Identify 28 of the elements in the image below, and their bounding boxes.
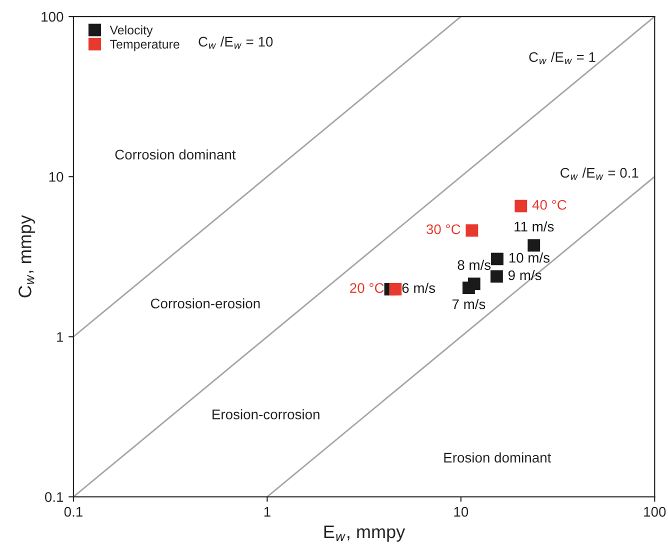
x-tick-label: 100 — [644, 506, 666, 517]
annotation: 20 °C — [350, 283, 384, 293]
y-tick-label: 0.1 — [44, 492, 64, 502]
legend-label: Temperature — [110, 40, 180, 52]
legend-label: Velocity — [110, 25, 153, 37]
x-tick-label: 10 — [454, 506, 468, 517]
annotation: 8 m/s — [458, 260, 491, 270]
annotation: 40 °C — [532, 200, 566, 210]
annotation: 10 m/s — [509, 252, 550, 263]
y-axis-title: C$_{w}$, mmpy — [18, 215, 35, 298]
y-tick-label: 10 — [49, 172, 64, 182]
y-tick-label: 100 — [42, 12, 64, 22]
annotation: 9 m/s — [508, 270, 542, 280]
annotation: Corrosion dominant — [115, 149, 236, 160]
annotation: C$_{w}$ /E$_{w}$ = 10 — [198, 36, 273, 49]
x-tick-label: 1 — [264, 507, 270, 517]
annotation: C$_{w}$ /E$_{w}$ = 1 — [529, 52, 596, 64]
x-tick-label: 0.1 — [64, 506, 82, 517]
annotation: C$_{w}$ /E$_{w}$ = 0.1 — [560, 168, 638, 180]
annotation: 6 m/s — [402, 282, 436, 293]
annotation: Corrosion-erosion — [150, 298, 260, 308]
x-axis-title: E$_{w}$, mmpy — [324, 526, 406, 542]
annotation: 11 m/s — [514, 221, 554, 232]
y-tick-label: 1 — [57, 332, 64, 342]
annotation: 7 m/s — [452, 298, 486, 310]
annotation: Erosion-corrosion — [212, 409, 320, 420]
annotation: 30 °C — [426, 224, 460, 234]
annotation: Erosion dominant — [444, 452, 552, 463]
